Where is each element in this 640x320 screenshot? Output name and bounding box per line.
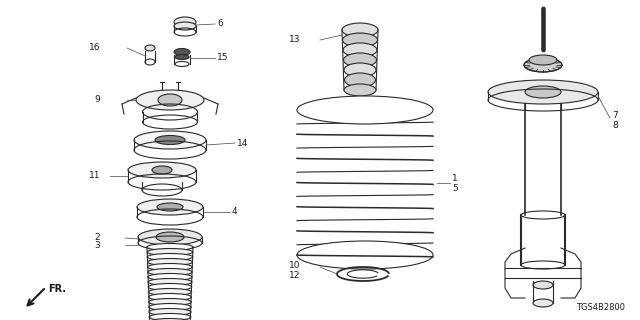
Ellipse shape xyxy=(158,94,182,106)
Text: 15: 15 xyxy=(217,53,228,62)
Text: TGS4B2800: TGS4B2800 xyxy=(576,303,625,312)
Ellipse shape xyxy=(524,58,562,72)
Ellipse shape xyxy=(297,241,433,269)
Ellipse shape xyxy=(148,289,191,295)
Ellipse shape xyxy=(148,268,192,276)
Ellipse shape xyxy=(343,43,377,57)
Ellipse shape xyxy=(342,33,378,47)
Ellipse shape xyxy=(344,84,376,96)
Ellipse shape xyxy=(174,17,196,27)
Ellipse shape xyxy=(148,278,192,285)
Text: 4: 4 xyxy=(232,207,237,217)
Text: 2: 2 xyxy=(94,233,100,242)
Text: 10: 10 xyxy=(289,261,300,270)
Ellipse shape xyxy=(149,318,191,320)
Ellipse shape xyxy=(148,284,192,291)
Ellipse shape xyxy=(174,49,190,55)
Ellipse shape xyxy=(148,274,192,281)
Ellipse shape xyxy=(136,90,204,110)
Ellipse shape xyxy=(147,259,193,266)
Text: 14: 14 xyxy=(237,139,248,148)
Ellipse shape xyxy=(533,281,553,289)
Text: 12: 12 xyxy=(289,270,300,279)
Ellipse shape xyxy=(148,299,191,306)
Text: 7: 7 xyxy=(612,111,618,121)
Ellipse shape xyxy=(134,131,206,149)
Ellipse shape xyxy=(147,253,193,260)
Ellipse shape xyxy=(156,232,184,242)
Text: 16: 16 xyxy=(88,44,100,52)
Ellipse shape xyxy=(488,80,598,104)
Ellipse shape xyxy=(529,55,557,65)
Text: 8: 8 xyxy=(612,121,618,130)
Ellipse shape xyxy=(145,45,155,51)
Text: 1: 1 xyxy=(452,174,458,183)
Text: 9: 9 xyxy=(94,95,100,105)
Ellipse shape xyxy=(342,23,378,37)
Ellipse shape xyxy=(157,203,183,211)
Text: 3: 3 xyxy=(94,241,100,250)
Ellipse shape xyxy=(155,135,185,145)
Ellipse shape xyxy=(149,314,191,320)
Text: 5: 5 xyxy=(452,184,458,193)
Ellipse shape xyxy=(149,308,191,316)
Text: 11: 11 xyxy=(88,172,100,180)
Ellipse shape xyxy=(533,299,553,307)
Ellipse shape xyxy=(147,249,193,255)
Ellipse shape xyxy=(525,86,561,98)
Ellipse shape xyxy=(175,54,189,60)
Ellipse shape xyxy=(147,244,193,251)
Ellipse shape xyxy=(149,303,191,310)
Ellipse shape xyxy=(344,73,376,87)
Ellipse shape xyxy=(174,22,196,30)
Text: 6: 6 xyxy=(217,20,223,28)
Ellipse shape xyxy=(148,293,191,300)
Text: FR.: FR. xyxy=(48,284,66,294)
Text: 13: 13 xyxy=(289,36,300,44)
Ellipse shape xyxy=(128,162,196,178)
Ellipse shape xyxy=(152,166,172,174)
Ellipse shape xyxy=(138,229,202,245)
Ellipse shape xyxy=(148,263,193,270)
Ellipse shape xyxy=(344,63,376,77)
Ellipse shape xyxy=(137,199,203,215)
Ellipse shape xyxy=(344,53,376,67)
Ellipse shape xyxy=(297,96,433,124)
